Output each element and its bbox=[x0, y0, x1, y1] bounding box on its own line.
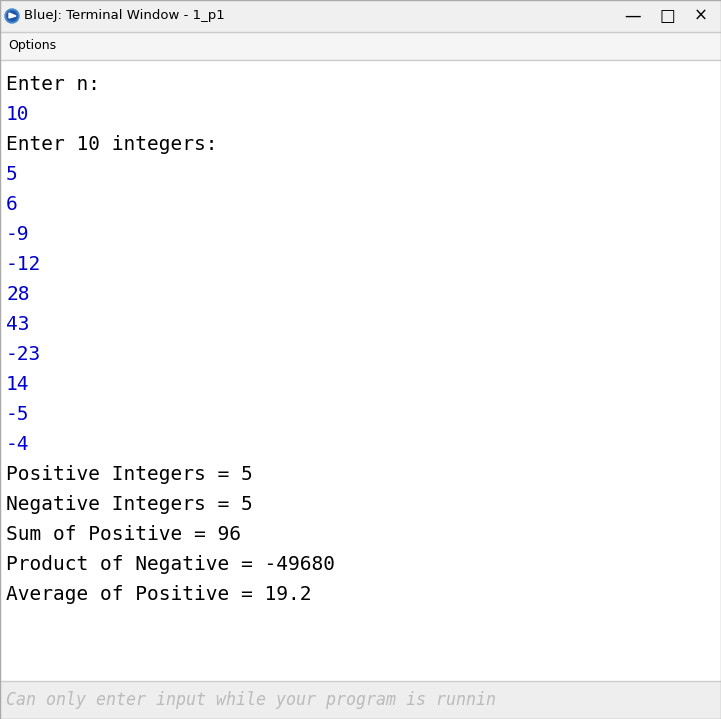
Bar bbox=[0, 32, 721, 60]
Text: -9: -9 bbox=[6, 226, 30, 244]
Text: 28: 28 bbox=[6, 285, 30, 305]
Text: ×: × bbox=[694, 7, 708, 25]
Circle shape bbox=[5, 9, 19, 23]
Polygon shape bbox=[9, 13, 16, 18]
Text: 43: 43 bbox=[6, 316, 30, 334]
Text: -12: -12 bbox=[6, 255, 41, 275]
Text: Product of Negative = -49680: Product of Negative = -49680 bbox=[6, 556, 335, 574]
Text: □: □ bbox=[659, 7, 675, 25]
Circle shape bbox=[7, 11, 17, 21]
Text: -5: -5 bbox=[6, 406, 30, 424]
Text: 6: 6 bbox=[6, 196, 18, 214]
Text: 14: 14 bbox=[6, 375, 30, 395]
Text: Sum of Positive = 96: Sum of Positive = 96 bbox=[6, 526, 241, 544]
Text: Enter n:: Enter n: bbox=[6, 75, 100, 94]
Text: BlueJ: Terminal Window - 1_p1: BlueJ: Terminal Window - 1_p1 bbox=[24, 9, 225, 22]
Text: Average of Positive = 19.2: Average of Positive = 19.2 bbox=[6, 585, 311, 605]
Text: Negative Integers = 5: Negative Integers = 5 bbox=[6, 495, 253, 515]
Text: Options: Options bbox=[8, 40, 56, 52]
Bar bbox=[0, 0, 721, 32]
Text: Positive Integers = 5: Positive Integers = 5 bbox=[6, 465, 253, 485]
Text: Can only enter input while your program is runnin: Can only enter input while your program … bbox=[6, 691, 496, 709]
Bar bbox=[0, 681, 721, 719]
Bar bbox=[0, 60, 721, 681]
Text: —: — bbox=[624, 7, 641, 25]
Text: Enter 10 integers:: Enter 10 integers: bbox=[6, 135, 218, 155]
Text: 5: 5 bbox=[6, 165, 18, 185]
Text: 10: 10 bbox=[6, 106, 30, 124]
Text: -23: -23 bbox=[6, 346, 41, 365]
Text: -4: -4 bbox=[6, 436, 30, 454]
